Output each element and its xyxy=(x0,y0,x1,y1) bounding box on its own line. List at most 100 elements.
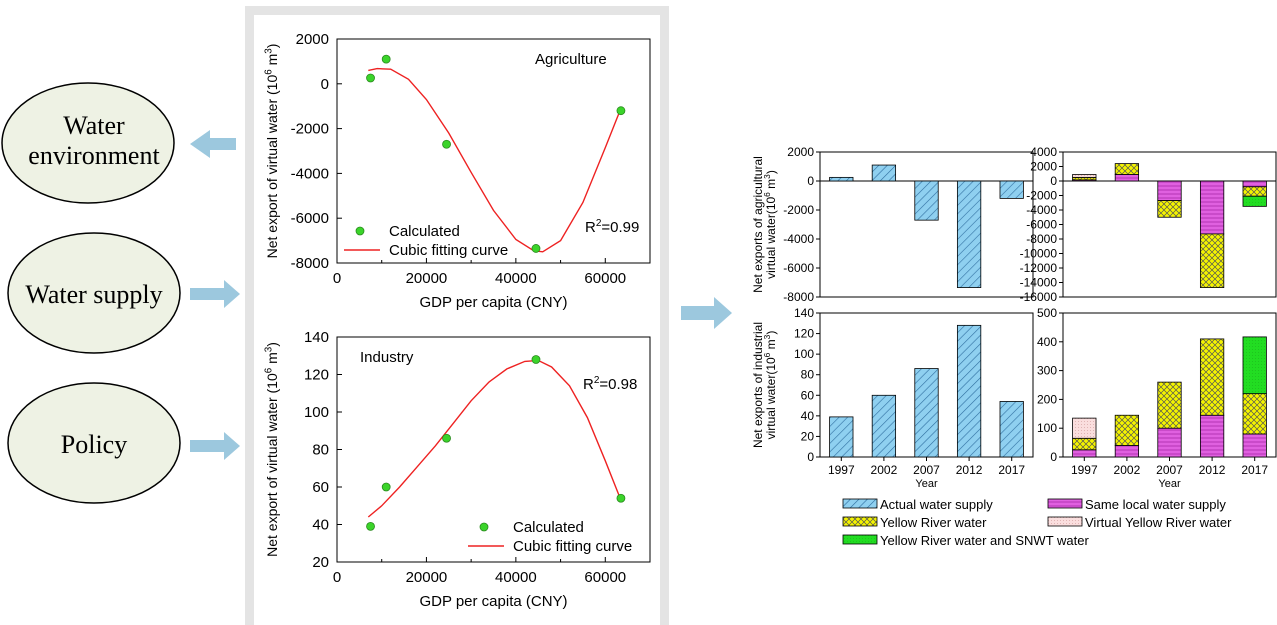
x-tick-label: 40000 xyxy=(495,270,537,287)
y-tick-label: 2000 xyxy=(296,31,329,48)
arrow-left-icon xyxy=(190,130,236,158)
bar-yellow-river-water xyxy=(1157,200,1182,218)
bar-yellow-river-water xyxy=(1114,414,1140,446)
legend-swatch-lightpink xyxy=(1047,516,1083,527)
policy-ellipse xyxy=(7,382,181,504)
y-tick-label: 400 xyxy=(1037,335,1057,349)
y-tick-label: -14000 xyxy=(1020,276,1058,290)
legend-swatch-green xyxy=(842,534,878,545)
y-tick-label: 200 xyxy=(1037,392,1057,406)
bar-actual-water-supply xyxy=(999,401,1024,458)
y-tick-label: 120 xyxy=(304,367,329,384)
y-tick-label: -6000 xyxy=(1026,218,1057,232)
y-tick-label: 20 xyxy=(801,429,815,443)
plot-frame xyxy=(336,336,651,563)
y-axis-label: Net export of virtual water (106 m3) xyxy=(263,44,280,259)
y-tick-label: -6000 xyxy=(291,210,329,227)
legend-swatch-pink xyxy=(1047,498,1083,509)
y-tick-label: -10000 xyxy=(1020,247,1058,261)
y-tick-label: 2000 xyxy=(1030,160,1057,174)
y-tick-label: -6000 xyxy=(783,261,814,275)
y-tick-label: -4000 xyxy=(291,165,329,182)
legend-curve-label: Cubic fitting curve xyxy=(389,242,508,259)
legend-point-marker xyxy=(355,226,365,236)
arrow-right-icon xyxy=(190,432,240,460)
y-tick-label: -8000 xyxy=(783,290,814,304)
bar-same-local-water-supply xyxy=(1157,427,1182,458)
y-tick-label: 0 xyxy=(321,76,329,93)
x-tick-label: 0 xyxy=(333,569,341,586)
y-tick-label: 100 xyxy=(304,404,329,421)
fitting-curve xyxy=(367,359,622,518)
legend-curve-label: Cubic fitting curve xyxy=(513,538,632,555)
x-tick-label: 1997 xyxy=(828,463,855,477)
r-squared-label: R2=0.99 xyxy=(585,218,639,236)
y-axis-label: virtual water(106 m3) xyxy=(762,331,778,440)
x-tick-label: 2017 xyxy=(998,463,1025,477)
legend-calculated-label: Calculated xyxy=(513,519,584,536)
bar-same-local-water-supply xyxy=(1199,414,1225,458)
r-squared-label: R2=0.98 xyxy=(583,375,637,393)
y-tick-label: 0 xyxy=(807,450,814,464)
bar-actual-water-supply xyxy=(956,180,982,288)
x-tick-label: 1997 xyxy=(1071,463,1098,477)
y-tick-label: 300 xyxy=(1037,364,1057,378)
bar-yellow-river-water-and-snwt-water xyxy=(1242,336,1267,395)
y-tick-label: 80 xyxy=(801,368,815,382)
data-point xyxy=(381,482,391,492)
policy-node: Policy xyxy=(7,382,181,504)
data-point xyxy=(531,244,541,253)
bar-same-local-water-supply xyxy=(1199,180,1225,235)
data-point xyxy=(381,54,391,64)
bar-chart: 0 20 40 60 80 100 120 140 1997 2002 2007 2012 2017 Ye… xyxy=(751,306,1034,490)
scatter-chart-industry: 20 40 60 80 100 120 140 0 20000 40000 60000 GDP per… xyxy=(263,329,651,610)
legend-label: Yellow River water and SNWT water xyxy=(880,533,1089,548)
y-tick-label: -2000 xyxy=(291,121,329,138)
y-tick-label: 2000 xyxy=(787,145,814,159)
chart-title: Agriculture xyxy=(535,51,607,68)
water-environment-label-line2: environment xyxy=(28,141,160,170)
y-tick-label: 500 xyxy=(1037,306,1057,320)
x-tick-label: 2012 xyxy=(956,463,983,477)
y-axis-label: Net exports of agricultural xyxy=(751,156,765,293)
x-tick-label: 20000 xyxy=(406,270,448,287)
y-tick-label: 40 xyxy=(801,409,815,423)
y-tick-label: -2000 xyxy=(783,203,814,217)
y-tick-label: 140 xyxy=(304,329,329,346)
bar-actual-water-supply xyxy=(999,180,1024,199)
bar-same-local-water-supply xyxy=(1114,174,1140,182)
data-point xyxy=(531,355,541,364)
y-tick-label: -2000 xyxy=(1026,189,1057,203)
legend-swatch-blue xyxy=(842,498,878,509)
y-tick-label: 4000 xyxy=(1030,145,1057,159)
plot-frame xyxy=(819,151,1034,298)
chart-title: Industry xyxy=(360,349,414,366)
water-supply-ellipse xyxy=(7,232,181,354)
fitting-curve xyxy=(368,67,622,253)
x-tick-label: 2007 xyxy=(913,463,940,477)
bar-legend: Actual water supply Same local water supp… xyxy=(842,497,1232,548)
x-tick-label: 0 xyxy=(333,270,341,287)
x-axis-label: Year xyxy=(1158,478,1181,490)
x-axis-label: GDP per capita (CNY) xyxy=(419,294,567,311)
bar-actual-water-supply xyxy=(914,180,939,221)
arrow-right-icon xyxy=(681,297,732,329)
x-axis-label: GDP per capita (CNY) xyxy=(419,593,567,610)
bar-actual-water-supply xyxy=(871,164,897,182)
y-tick-label: 20 xyxy=(312,554,329,571)
bar-actual-water-supply xyxy=(829,176,854,182)
policy-label: Policy xyxy=(61,430,127,459)
bar-yellow-river-water xyxy=(1242,393,1267,435)
data-point xyxy=(616,106,626,116)
y-tick-label: 0 xyxy=(807,174,814,188)
data-point xyxy=(442,139,451,149)
arrow-right-icon xyxy=(190,280,240,308)
legend-label: Virtual Yellow River water xyxy=(1085,515,1232,530)
y-tick-label: 60 xyxy=(312,479,329,496)
water-environment-ellipse xyxy=(1,82,175,204)
x-tick-label: 20000 xyxy=(406,569,448,586)
bar-chart: -16000-14000-12000-10000-8000-6000-4000-… xyxy=(1020,145,1277,304)
legend-calculated-label: Calculated xyxy=(389,223,460,240)
